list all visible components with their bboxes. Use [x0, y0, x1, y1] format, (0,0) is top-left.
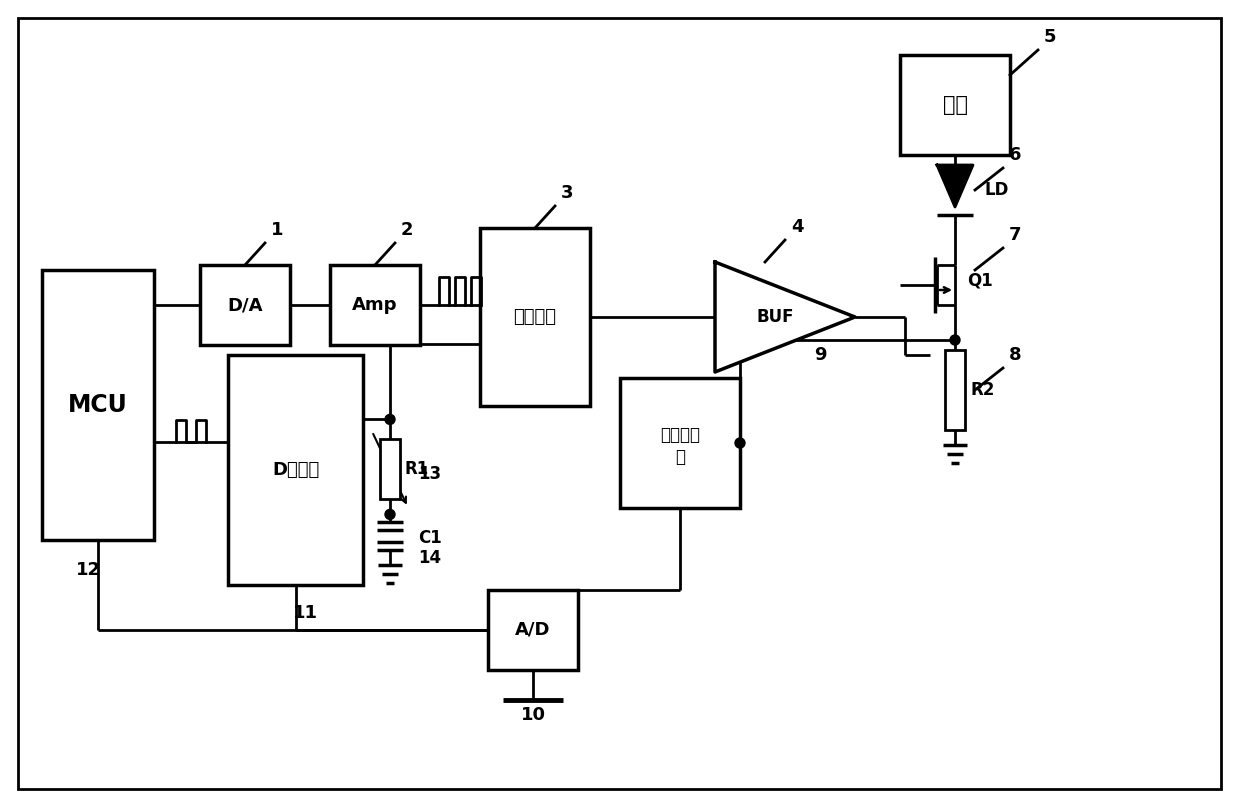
Bar [330, 265, 420, 345]
Bar [479, 228, 590, 406]
Text: 9: 9 [814, 346, 826, 364]
Text: 10: 10 [520, 706, 545, 724]
Bar [228, 355, 363, 585]
Text: R2: R2 [970, 381, 995, 399]
Circle shape [385, 415, 395, 424]
Text: 14: 14 [418, 550, 441, 567]
Circle shape [385, 509, 395, 520]
Text: 5: 5 [1044, 28, 1057, 46]
Text: 6: 6 [1009, 146, 1021, 164]
Text: 电源: 电源 [943, 95, 968, 115]
Text: R1: R1 [405, 461, 429, 479]
Bar [488, 590, 579, 670]
Text: 4: 4 [790, 218, 804, 236]
Bar [620, 378, 740, 508]
Text: 模拟开关: 模拟开关 [513, 308, 556, 326]
Text: C1: C1 [418, 529, 442, 547]
Text: 器: 器 [675, 448, 685, 466]
Text: 平滑滤波: 平滑滤波 [660, 426, 700, 444]
Text: 2: 2 [401, 221, 414, 239]
Bar [945, 350, 965, 430]
Text: MCU: MCU [68, 393, 128, 417]
Polygon shape [937, 165, 973, 207]
Text: 8: 8 [1009, 346, 1022, 364]
Bar [199, 265, 290, 345]
Bar [900, 55, 1010, 155]
Text: 12: 12 [76, 561, 100, 579]
Polygon shape [715, 262, 855, 372]
Text: LD: LD [985, 181, 1010, 199]
Text: D触发器: D触发器 [271, 461, 320, 479]
Text: 13: 13 [418, 466, 441, 483]
Text: 1: 1 [271, 221, 284, 239]
Text: BUF: BUF [756, 308, 794, 326]
Text: 3: 3 [561, 184, 574, 202]
Text: 7: 7 [1009, 226, 1021, 244]
Text: 11: 11 [292, 604, 318, 622]
Text: Q1: Q1 [966, 271, 992, 289]
Circle shape [735, 438, 745, 448]
Bar [380, 439, 400, 500]
Text: A/D: A/D [515, 621, 551, 639]
Circle shape [950, 335, 960, 345]
Bar [42, 270, 154, 540]
Text: Amp: Amp [352, 296, 398, 314]
Text: D/A: D/A [227, 296, 263, 314]
